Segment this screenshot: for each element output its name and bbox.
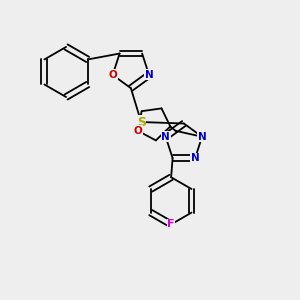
Text: N: N — [161, 132, 170, 142]
Text: S: S — [137, 116, 146, 128]
Text: F: F — [167, 219, 175, 230]
Text: O: O — [134, 126, 142, 136]
Text: O: O — [108, 70, 117, 80]
Text: N: N — [191, 153, 200, 163]
Text: N: N — [198, 132, 206, 142]
Text: N: N — [145, 70, 153, 80]
